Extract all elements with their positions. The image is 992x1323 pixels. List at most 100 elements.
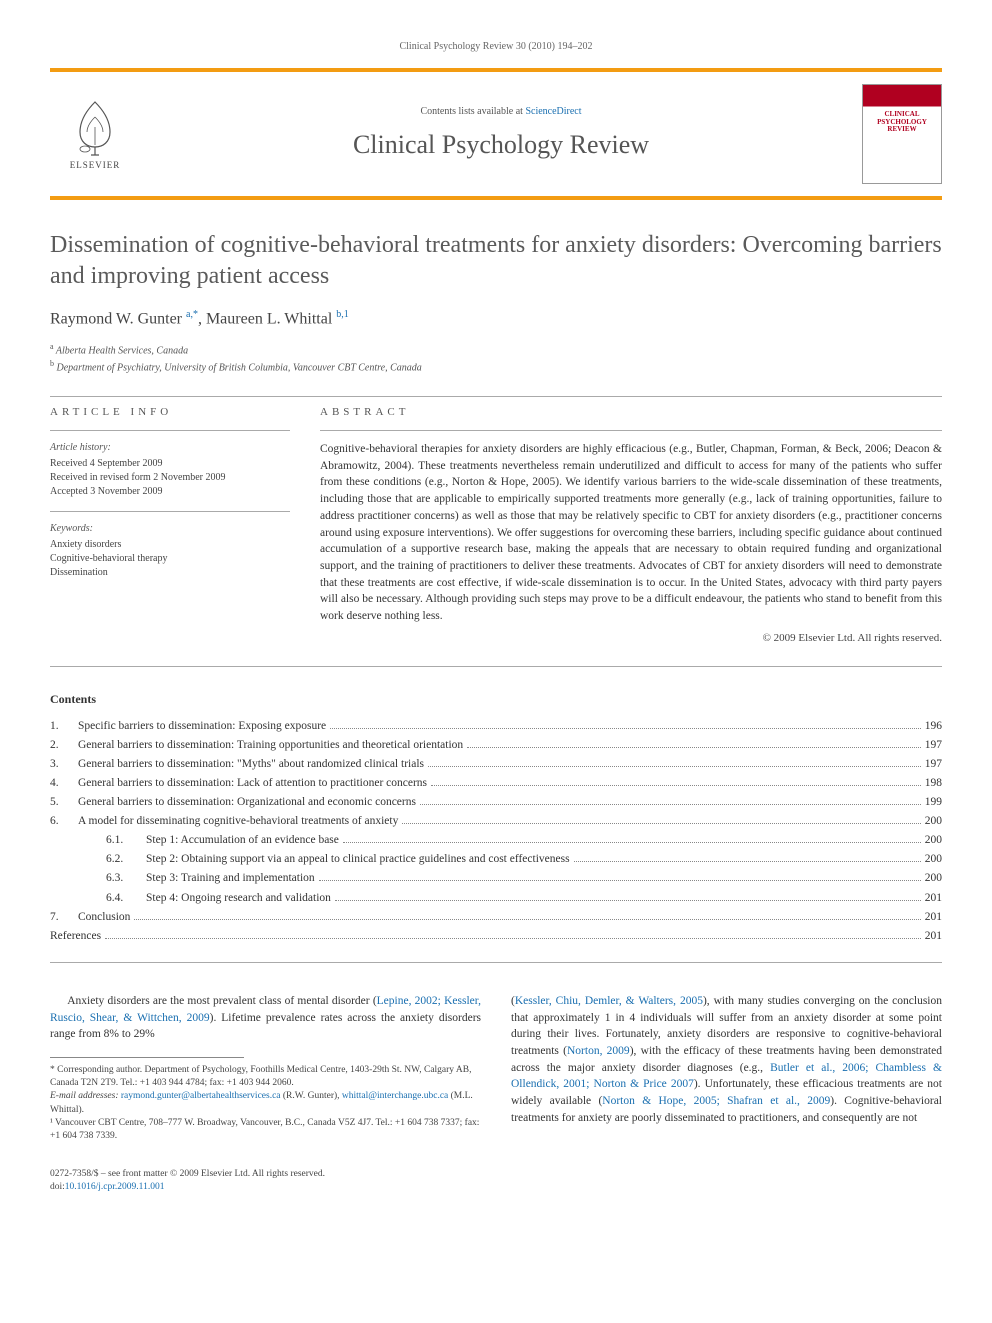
sciencedirect-link[interactable]: ScienceDirect — [525, 106, 581, 117]
history-item: Received 4 September 2009 — [50, 457, 290, 471]
running-header: Clinical Psychology Review 30 (2010) 194… — [50, 40, 942, 54]
toc-number: 6. — [50, 813, 78, 829]
toc-item[interactable]: References 201 — [50, 928, 942, 944]
toc-title: References — [50, 928, 101, 944]
toc-item[interactable]: 1. Specific barriers to dissemination: E… — [50, 718, 942, 734]
corresponding-author-footnote: * Corresponding author. Department of Ps… — [50, 1064, 481, 1091]
footer: 0272-7358/$ – see front matter © 2009 El… — [50, 1168, 942, 1195]
toc-page: 197 — [925, 756, 942, 772]
body-column-left: Anxiety disorders are the most prevalent… — [50, 993, 481, 1144]
author-name: Maureen L. Whittal — [206, 311, 332, 328]
doi-label: doi: — [50, 1182, 65, 1192]
toc-leader — [574, 861, 921, 862]
toc-leader — [105, 938, 921, 939]
toc-title: General barriers to dissemination: Train… — [78, 737, 463, 753]
affil-marker: b — [50, 359, 54, 368]
toc-item[interactable]: 4. General barriers to dissemination: La… — [50, 775, 942, 791]
toc-page: 200 — [925, 813, 942, 829]
divider — [50, 962, 942, 963]
citation-link[interactable]: Norton, 2009 — [567, 1045, 630, 1057]
history-item: Received in revised form 2 November 2009 — [50, 471, 290, 485]
toc-subitem[interactable]: 6.2. Step 2: Obtaining support via an ap… — [50, 851, 942, 867]
toc-page: 198 — [925, 775, 942, 791]
author-marker: a,* — [186, 309, 198, 320]
toc-title: General barriers to dissemination: "Myth… — [78, 756, 424, 772]
toc-item[interactable]: 2. General barriers to dissemination: Tr… — [50, 737, 942, 753]
toc-title: Specific barriers to dissemination: Expo… — [78, 718, 326, 734]
affiliation: a Alberta Health Services, Canada — [50, 341, 942, 358]
table-of-contents: 1. Specific barriers to dissemination: E… — [50, 718, 942, 944]
toc-page: 201 — [925, 928, 942, 944]
toc-title: A model for disseminating cognitive-beha… — [78, 813, 398, 829]
toc-number: 6.1. — [78, 832, 146, 848]
toc-number: 1. — [50, 718, 78, 734]
toc-number: 5. — [50, 794, 78, 810]
author-note-footnote: ¹ Vancouver CBT Centre, 708–777 W. Broad… — [50, 1117, 481, 1144]
page-container: Clinical Psychology Review 30 (2010) 194… — [0, 0, 992, 1224]
toc-leader — [134, 919, 920, 920]
divider — [50, 666, 942, 667]
toc-item[interactable]: 7. Conclusion 201 — [50, 909, 942, 925]
toc-item[interactable]: 5. General barriers to dissemination: Or… — [50, 794, 942, 810]
toc-title: Step 4: Ongoing research and validation — [146, 890, 331, 906]
email-link[interactable]: raymond.gunter@albertahealthservices.ca — [121, 1091, 281, 1101]
toc-page: 200 — [925, 832, 942, 848]
toc-number: 6.4. — [78, 890, 146, 906]
toc-subitem[interactable]: 6.3. Step 3: Training and implementation… — [50, 870, 942, 886]
toc-item[interactable]: 3. General barriers to dissemination: "M… — [50, 756, 942, 772]
body-column-right: (Kessler, Chiu, Demler, & Walters, 2005)… — [511, 993, 942, 1144]
article-title: Dissemination of cognitive-behavioral tr… — [50, 230, 942, 292]
email-footnote: E-mail addresses: raymond.gunter@alberta… — [50, 1090, 481, 1117]
email-who: (R.W. Gunter), — [281, 1091, 342, 1101]
body-columns: Anxiety disorders are the most prevalent… — [50, 993, 942, 1144]
footnote-separator — [50, 1057, 244, 1058]
body-paragraph: Anxiety disorders are the most prevalent… — [50, 993, 481, 1043]
article-info-heading: ARTICLE INFO — [50, 405, 290, 420]
toc-subitem[interactable]: 6.4. Step 4: Ongoing research and valida… — [50, 890, 942, 906]
author-marker: b,1 — [336, 309, 349, 320]
masthead-center: Contents lists available at ScienceDirec… — [140, 105, 862, 163]
elsevier-tree-icon — [65, 97, 125, 157]
toc-title: General barriers to dissemination: Lack … — [78, 775, 427, 791]
toc-page: 201 — [925, 890, 942, 906]
abstract-copyright: © 2009 Elsevier Ltd. All rights reserved… — [320, 631, 942, 646]
toc-title: Step 3: Training and implementation — [146, 870, 315, 886]
toc-page: 197 — [925, 737, 942, 753]
toc-number: 7. — [50, 909, 78, 925]
affil-text: Department of Psychiatry, University of … — [57, 363, 422, 374]
journal-cover-thumbnail: CLINICAL PSYCHOLOGY REVIEW — [862, 84, 942, 184]
toc-item[interactable]: 6. A model for disseminating cognitive-b… — [50, 813, 942, 829]
article-info-column: ARTICLE INFO Article history: Received 4… — [50, 405, 290, 646]
toc-leader — [343, 842, 921, 843]
affiliations: a Alberta Health Services, Canada b Depa… — [50, 341, 942, 376]
front-matter-line: 0272-7358/$ – see front matter © 2009 El… — [50, 1168, 942, 1181]
email-link[interactable]: whittal@interchange.ubc.ca — [342, 1091, 448, 1101]
cover-label: CLINICAL PSYCHOLOGY REVIEW — [867, 111, 937, 134]
toc-leader — [330, 728, 921, 729]
toc-leader — [335, 900, 921, 901]
divider — [320, 430, 942, 431]
contents-available-line: Contents lists available at ScienceDirec… — [140, 105, 862, 119]
affiliation: b Department of Psychiatry, University o… — [50, 358, 942, 375]
toc-number: 6.3. — [78, 870, 146, 886]
doi-link[interactable]: 10.1016/j.cpr.2009.11.001 — [65, 1182, 165, 1192]
toc-title: Step 2: Obtaining support via an appeal … — [146, 851, 570, 867]
history-label: Article history: — [50, 441, 290, 455]
toc-subitem[interactable]: 6.1. Step 1: Accumulation of an evidence… — [50, 832, 942, 848]
info-abstract-row: ARTICLE INFO Article history: Received 4… — [50, 405, 942, 646]
toc-number: 2. — [50, 737, 78, 753]
email-label: E-mail addresses: — [50, 1091, 121, 1101]
toc-leader — [431, 785, 921, 786]
citation-link[interactable]: Kessler, Chiu, Demler, & Walters, 2005 — [515, 995, 703, 1007]
body-paragraph: (Kessler, Chiu, Demler, & Walters, 2005)… — [511, 993, 942, 1126]
keyword: Anxiety disorders — [50, 538, 290, 552]
keyword: Dissemination — [50, 566, 290, 580]
keywords-label: Keywords: — [50, 522, 290, 536]
divider — [50, 396, 942, 397]
citation-link[interactable]: Norton & Hope, 2005; Shafran et al., 200… — [602, 1095, 830, 1107]
publisher-name: ELSEVIER — [70, 159, 121, 172]
toc-page: 196 — [925, 718, 942, 734]
toc-title: General barriers to dissemination: Organ… — [78, 794, 416, 810]
journal-name: Clinical Psychology Review — [140, 127, 862, 163]
toc-page: 201 — [925, 909, 942, 925]
